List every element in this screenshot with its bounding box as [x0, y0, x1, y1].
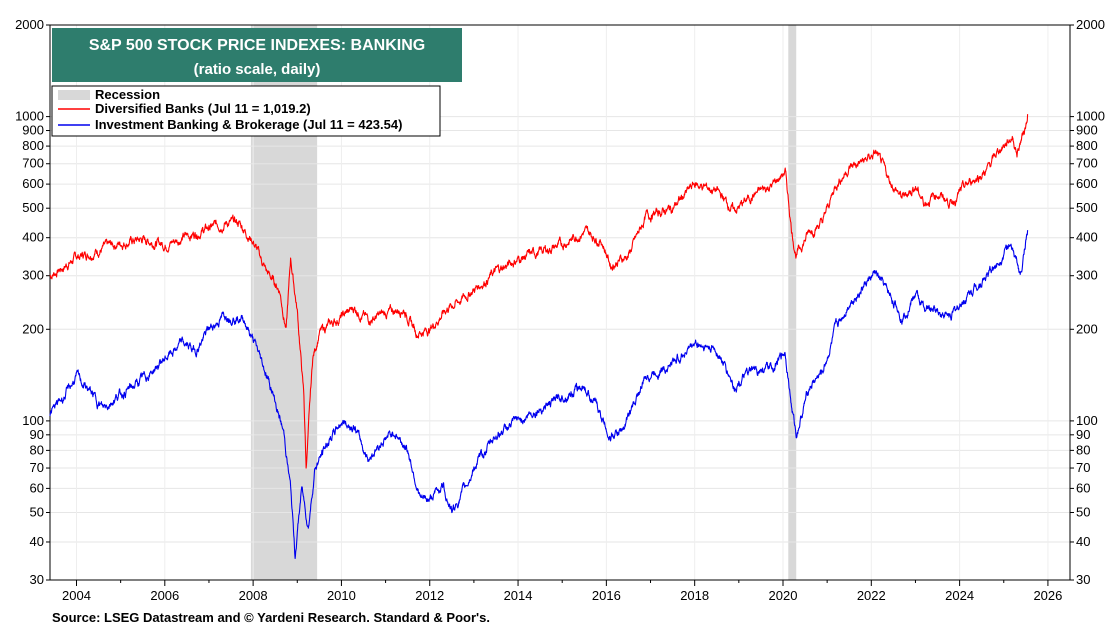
- y-tick-label-left: 70: [30, 460, 44, 475]
- x-tick-label: 2024: [945, 588, 974, 603]
- source-note: Source: LSEG Datastream and © Yardeni Re…: [52, 610, 490, 625]
- y-tick-label-left: 600: [22, 176, 44, 191]
- y-tick-label-left: 700: [22, 156, 44, 171]
- y-tick-label-right: 1000: [1076, 109, 1105, 124]
- y-tick-label-right: 70: [1076, 460, 1090, 475]
- x-tick-label: 2018: [680, 588, 709, 603]
- y-tick-label-left: 50: [30, 504, 44, 519]
- legend: Recession Diversified Banks (Jul 11 = 1,…: [51, 85, 441, 137]
- y-tick-label-left: 500: [22, 200, 44, 215]
- y-tick-label-right: 400: [1076, 230, 1098, 245]
- y-tick-label-left: 1000: [15, 109, 44, 124]
- y-tick-label-right: 800: [1076, 138, 1098, 153]
- x-tick-label: 2016: [592, 588, 621, 603]
- y-tick-label-right: 100: [1076, 413, 1098, 428]
- x-tick-label: 2006: [150, 588, 179, 603]
- legend-recession-swatch: [58, 90, 90, 100]
- y-tick-label-right: 200: [1076, 321, 1098, 336]
- y-tick-label-left: 30: [30, 572, 44, 587]
- series-layer: [49, 114, 1029, 560]
- y-tick-label-left: 80: [30, 442, 44, 457]
- series-line-2: [49, 230, 1029, 560]
- x-tick-label: 2020: [769, 588, 798, 603]
- chart-subtitle: (ratio scale, daily): [194, 61, 321, 78]
- legend-box: [51, 85, 441, 137]
- y-tick-label-left: 800: [22, 138, 44, 153]
- y-tick-label-right: 900: [1076, 123, 1098, 138]
- y-tick-label-left: 60: [30, 480, 44, 495]
- x-tick-label: 2026: [1033, 588, 1062, 603]
- y-tick-label-left: 400: [22, 230, 44, 245]
- y-tick-label-right: 50: [1076, 504, 1090, 519]
- y-tick-label-right: 60: [1076, 480, 1090, 495]
- y-tick-label-right: 300: [1076, 268, 1098, 283]
- series-line-1: [49, 114, 1029, 469]
- y-tick-label-right: 90: [1076, 427, 1090, 442]
- x-axis: 2004 2006 2008 2010 2012 2014 2016 2018 2020 2022…: [62, 580, 1062, 603]
- title-box: S&P 500 STOCK PRICE INDEXES: BANKING (ra…: [52, 28, 462, 82]
- y-tick-label-right: 30: [1076, 572, 1090, 587]
- y-tick-label-left: 300: [22, 268, 44, 283]
- y-tick-label-right: 700: [1076, 156, 1098, 171]
- plot-frame: [49, 24, 1071, 581]
- title-background: [52, 28, 462, 82]
- y-tick-label-left: 100: [22, 413, 44, 428]
- y-tick-label-left: 2000: [15, 17, 44, 32]
- x-tick-label: 2008: [239, 588, 268, 603]
- x-tick-label: 2012: [415, 588, 444, 603]
- x-tick-label: 2014: [504, 588, 533, 603]
- recession-band-2: [788, 25, 797, 580]
- x-tick-label: 2022: [857, 588, 886, 603]
- y-tick-label-right: 2000: [1076, 17, 1105, 32]
- y-tick-label-right: 600: [1076, 176, 1098, 191]
- legend-series-1-label: Diversified Banks (Jul 11 = 1,019.2): [95, 101, 311, 116]
- y-tick-label-left: 200: [22, 321, 44, 336]
- y-tick-label-right: 80: [1076, 442, 1090, 457]
- y-tick-label-left: 90: [30, 427, 44, 442]
- legend-recession-label: Recession: [95, 87, 160, 102]
- chart-title: S&P 500 STOCK PRICE INDEXES: BANKING: [89, 37, 425, 54]
- y-tick-label-right: 40: [1076, 534, 1090, 549]
- legend-series-2-label: Investment Banking & Brokerage (Jul 11 =…: [95, 117, 402, 132]
- y-tick-label-left: 900: [22, 123, 44, 138]
- y-tick-label-left: 40: [30, 534, 44, 549]
- x-tick-label: 2004: [62, 588, 91, 603]
- x-tick-label: 2010: [327, 588, 356, 603]
- y-tick-label-right: 500: [1076, 200, 1098, 215]
